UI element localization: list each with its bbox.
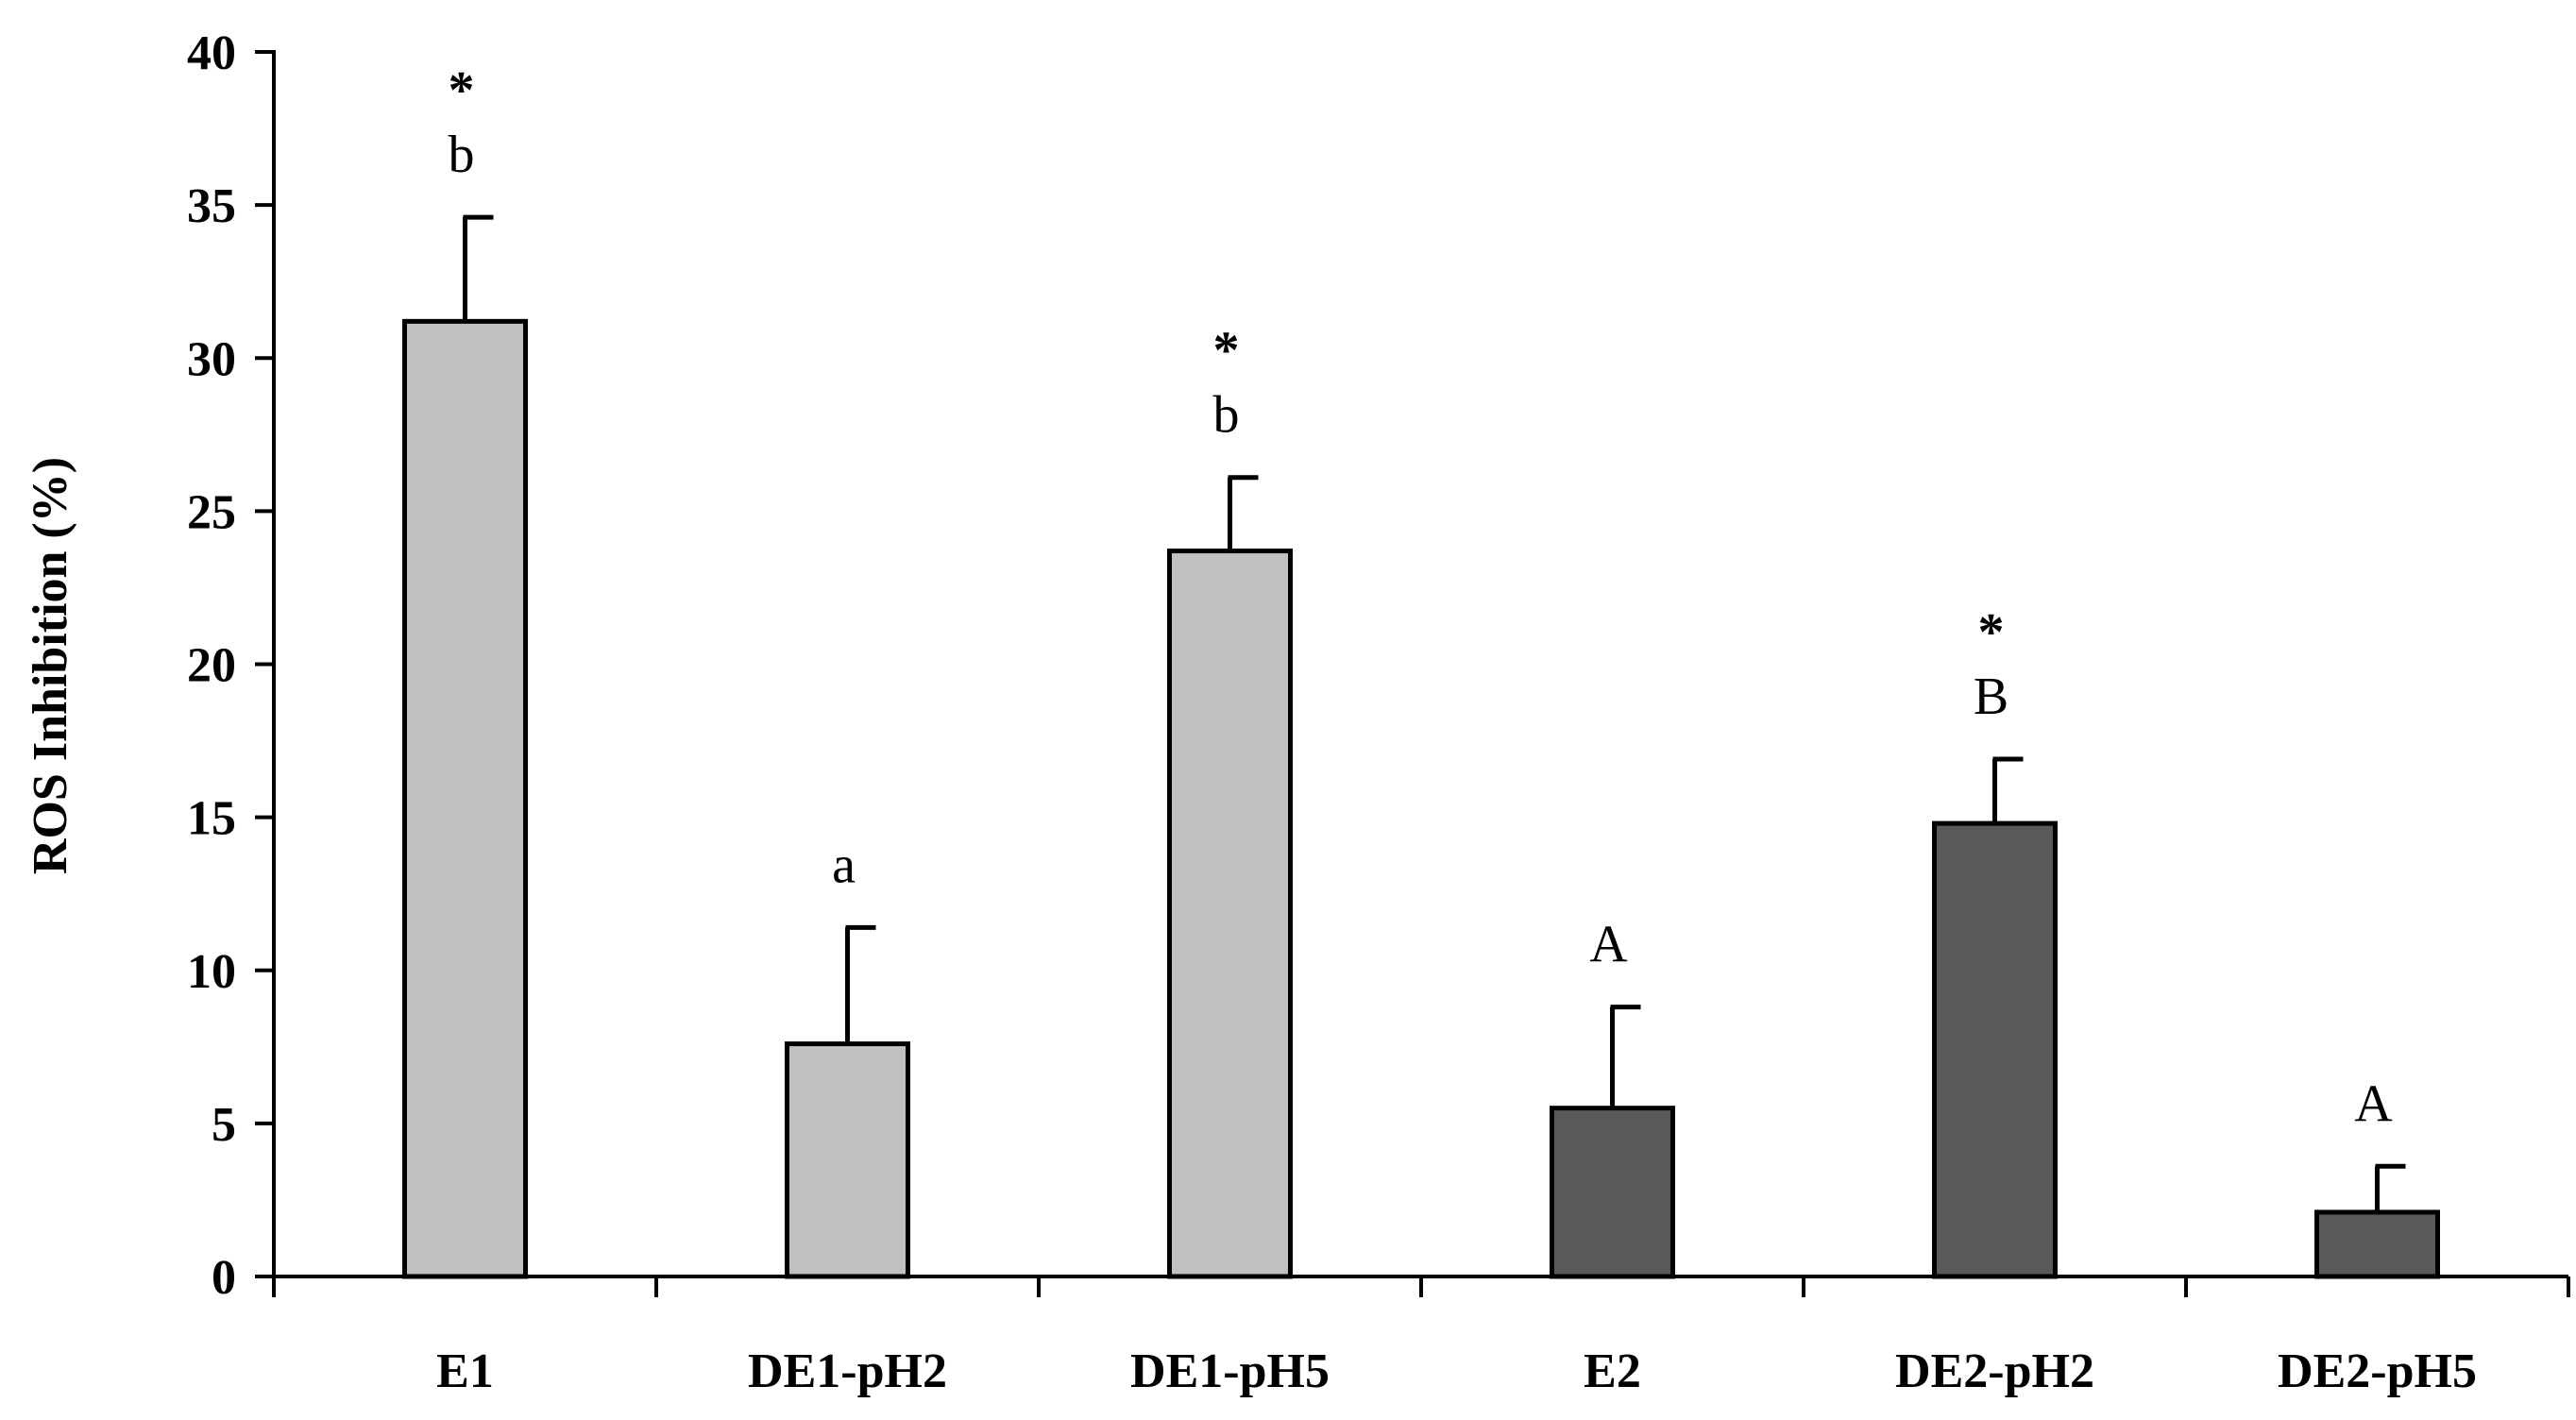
significance-star: * xyxy=(1213,322,1240,380)
significance-annotations: b * a b * A B * A xyxy=(449,61,2394,1133)
bar xyxy=(1550,1106,1675,1279)
y-tick-label: 5 xyxy=(212,1098,236,1152)
y-tick-label: 35 xyxy=(187,179,236,233)
significance-star: * xyxy=(1978,603,2005,662)
y-tick-label: 40 xyxy=(187,26,236,80)
y-tick-label: 30 xyxy=(187,332,236,386)
x-category-label: DE1-pH2 xyxy=(748,1344,947,1398)
y-tick-label: 25 xyxy=(187,485,236,539)
bar xyxy=(785,1041,910,1279)
error-bars xyxy=(463,214,2406,1212)
significance-letter: B xyxy=(1974,668,2008,726)
x-category-label: E2 xyxy=(1584,1344,1641,1398)
x-category-label: E1 xyxy=(436,1344,494,1398)
significance-letter: b xyxy=(1213,386,1240,445)
y-tick-label: 20 xyxy=(187,639,236,693)
bar xyxy=(1167,549,1293,1279)
x-axis: E1 DE1-pH2 DE1-pH5 E2 DE2-pH2 DE2-pH5 xyxy=(272,1275,2570,1398)
x-category-label: DE2-pH2 xyxy=(1895,1344,2094,1398)
y-tick-label: 10 xyxy=(187,945,236,999)
y-tick-label: 0 xyxy=(212,1251,236,1305)
bar xyxy=(402,318,528,1279)
significance-letter: b xyxy=(449,126,475,184)
significance-letter: a xyxy=(832,836,856,894)
bar xyxy=(2314,1209,2440,1279)
x-category-label: DE2-pH5 xyxy=(2278,1344,2477,1398)
y-tick-label: 15 xyxy=(187,792,236,846)
significance-letter: A xyxy=(2354,1074,2393,1133)
y-axis-title: ROS Inhibition (%) xyxy=(24,457,77,874)
bar xyxy=(1932,820,2058,1279)
bars xyxy=(402,318,2440,1279)
significance-letter: A xyxy=(1589,916,1628,974)
significance-star: * xyxy=(449,61,475,120)
x-category-label: DE1-pH5 xyxy=(1130,1344,1330,1398)
y-axis: 0 5 10 15 20 25 30 35 40 xyxy=(187,26,276,1305)
